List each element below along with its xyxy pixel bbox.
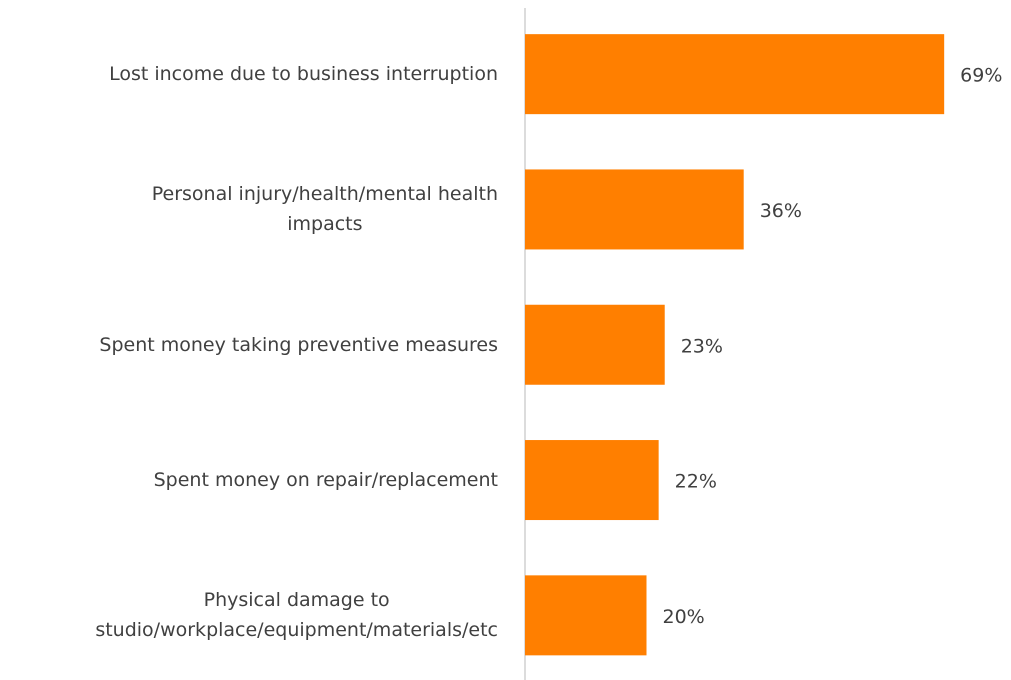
bar [525, 34, 945, 115]
bar [525, 169, 744, 250]
bar [525, 575, 647, 656]
category-label-box: Physical damage to studio/workplace/equi… [0, 585, 498, 645]
bar [525, 304, 665, 385]
category-label: Personal injury/health/mental health imp… [151, 183, 498, 236]
category-label-box: Spent money taking preventive measures [0, 330, 498, 360]
category-label-box: Lost income due to business interruption [0, 59, 498, 89]
category-label: Lost income due to business interruption [109, 63, 498, 86]
category-label: Spent money taking preventive measures [99, 333, 498, 356]
category-label-box: Spent money on repair/replacement [0, 465, 498, 495]
value-label: 69% [960, 65, 1002, 87]
category-label-box: Personal injury/health/mental health imp… [0, 179, 498, 239]
category-label: Spent money on repair/replacement [153, 469, 498, 492]
bar [525, 440, 659, 521]
category-label: Physical damage to studio/workplace/equi… [95, 589, 498, 642]
value-label: 22% [675, 471, 717, 493]
value-label: 20% [663, 606, 705, 628]
value-label: 23% [681, 335, 723, 357]
value-label: 36% [760, 200, 802, 222]
